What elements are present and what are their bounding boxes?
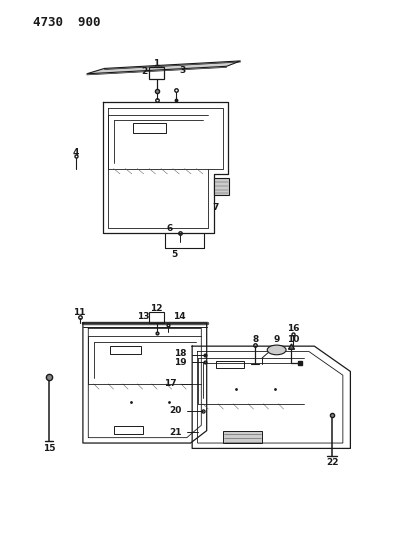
Text: 13: 13 [137,312,149,321]
Text: 7: 7 [212,203,218,212]
Text: 19: 19 [174,358,187,367]
Bar [149,67,164,79]
Text: 9: 9 [273,335,280,344]
Bar [216,361,244,368]
Text: 2: 2 [141,67,147,76]
Bar [223,431,262,443]
Bar [149,312,164,323]
Text: 21: 21 [169,428,182,437]
Text: 5: 5 [171,250,177,259]
Ellipse shape [267,345,286,355]
Bar [110,345,141,354]
Text: 18: 18 [174,349,187,358]
Polygon shape [86,61,241,74]
Text: 3: 3 [180,66,186,75]
Text: 4: 4 [73,148,79,157]
Bar [214,178,229,196]
Text: 4730  900: 4730 900 [33,16,100,29]
Text: 20: 20 [169,406,182,415]
Text: 1: 1 [153,59,160,68]
Text: 17: 17 [164,379,177,389]
Text: 15: 15 [43,444,55,453]
Bar [113,426,143,434]
Text: 6: 6 [166,224,173,233]
Text: 16: 16 [286,324,299,333]
Text: 12: 12 [151,304,163,313]
Text: 11: 11 [73,308,85,317]
Text: 10: 10 [286,335,299,344]
Bar [133,123,166,133]
Text: 8: 8 [252,335,258,344]
Text: 14: 14 [173,312,185,321]
Text: 22: 22 [326,458,338,467]
